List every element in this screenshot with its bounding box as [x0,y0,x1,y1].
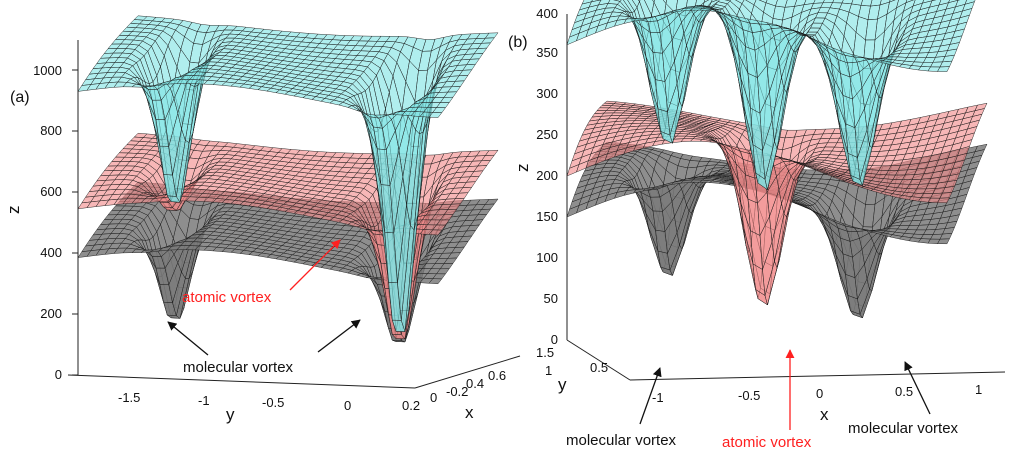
panel-b-z-tick: 100 [536,250,558,265]
panel-a-z-tick: 200 [40,306,62,321]
panel-a-arrow-molecular-right [317,319,361,353]
panel-a-z-tick: 600 [40,184,62,199]
panel-b-y-ticks: 0.5 1 1.5 [536,345,608,378]
panel-a-x-tick: 0.2 [402,398,420,413]
panel-b-y-axis-label: y [558,375,567,394]
panel-b-y-tick: 1.5 [536,345,554,360]
panel-a-z-axis-label: z [4,206,23,215]
panel-b-z-tick: 200 [536,168,558,183]
panel-b-label: (b) [508,34,528,51]
panel-a-z-tick: 1000 [33,63,62,78]
panel-b-z-tick: 150 [536,209,558,224]
panel-b-y-tick: 0.5 [590,360,608,375]
panel-a-x-ticks: 0.2 0 -0.2 0.4 0.6 [402,368,506,413]
panel-b-y-tick: 1 [545,363,552,378]
panel-b-z-tick: 300 [536,86,558,101]
panel-a-axes [67,40,521,389]
panel-a-annotation-molecular-vortex: molecular vortex [183,359,294,376]
panel-b-x-ticks: -1 -0.5 0 0.5 1 [652,382,982,405]
panel-a-z-tick: 400 [40,245,62,260]
panel-b-x-tick: 0.5 [895,384,913,399]
panel-a: (a) z y x 0 200 400 600 800 1000 -1.5 -1… [4,15,521,424]
panel-a-z-tick-marks [72,69,78,376]
panel-a-x-tick: -0.2 [446,384,468,399]
panel-b-annotation-molecular-vortex-right: molecular vortex [848,420,959,437]
panel-a-y-tick: 0 [344,398,351,413]
surface-mesh-cell [428,278,443,285]
panel-b-z-axis-label: z [513,164,532,173]
panel-a-label: (a) [10,89,30,106]
panel-a-x-tick: 0 [430,390,437,405]
panel-a-surface-cyan [77,15,499,332]
panel-b-x-tick: 1 [975,382,982,397]
panel-a-annotation-atomic-vortex: atomic vortex [182,289,272,306]
panel-a-y-ticks: -1.5 -1 -0.5 0 [118,390,351,413]
surface-mesh-cell [428,229,443,236]
panel-b-z-tick: 50 [544,291,558,306]
panel-a-x-axis-label: x [465,403,474,422]
panel-b-z-tick: 400 [536,6,558,21]
panel-a-y-tick: -1.5 [118,390,140,405]
panel-b: (b) z y x 0 50 100 150 200 250 300 350 4… [508,0,1006,451]
panel-a-y-tick: -0.5 [262,395,284,410]
panel-b-x-tick: 0 [816,386,823,401]
panel-a-y-tick: -1 [198,393,210,408]
panel-a-x-tick: 0.4 [466,376,484,391]
panel-b-annotation-molecular-vortex-left: molecular vortex [566,432,677,449]
panel-a-y-axis-label: y [226,405,235,424]
panel-a-arrow-molecular-left [167,321,209,356]
panel-b-annotation-atomic-vortex: atomic vortex [722,434,812,451]
panel-a-z-tick: 0 [55,367,62,382]
panel-b-z-tick: 350 [536,45,558,60]
panel-a-x-tick: 0.6 [488,368,506,383]
panel-a-z-ticks: 0 200 400 600 800 1000 [33,63,62,382]
panel-b-z-tick: 250 [536,127,558,142]
panel-b-x-axis-label: x [820,405,829,424]
panel-b-x-tick: -1 [652,390,664,405]
panel-b-x-tick: -0.5 [738,388,760,403]
panel-b-z-ticks: 0 50 100 150 200 250 300 350 400 [536,6,558,347]
panel-a-z-tick: 800 [40,123,62,138]
